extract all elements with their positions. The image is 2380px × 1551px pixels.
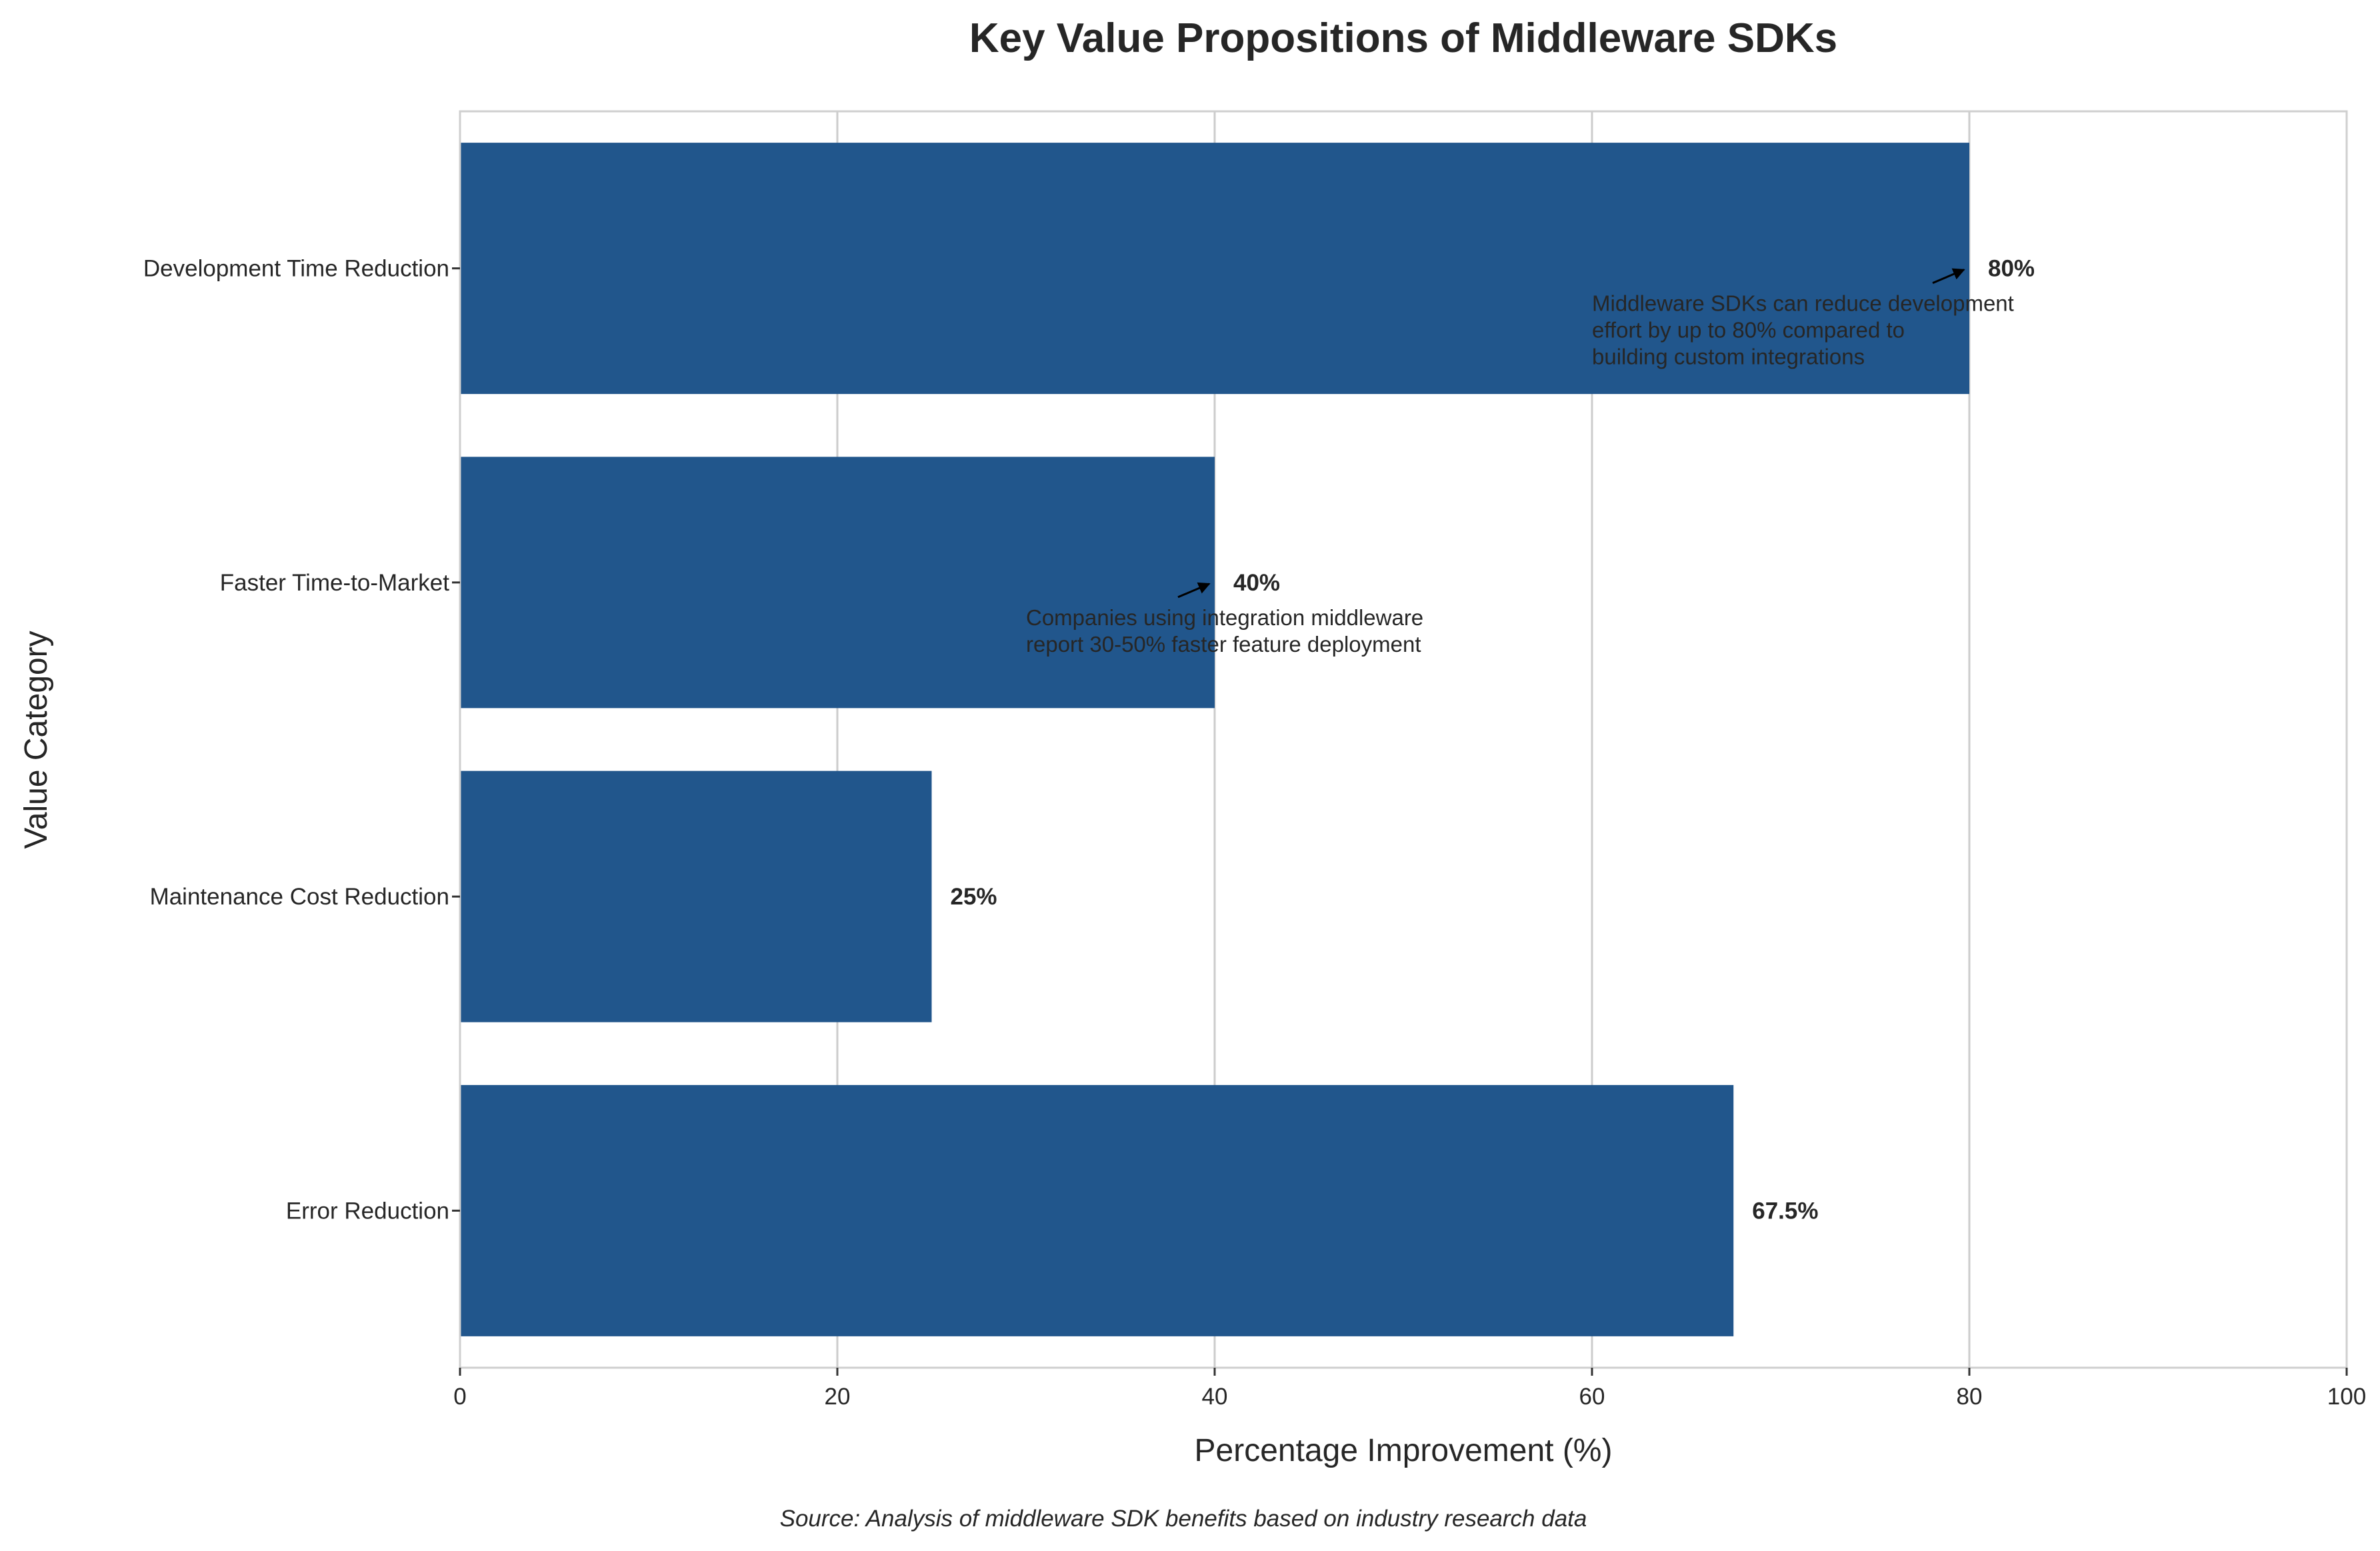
bar-value-label: 25% (951, 884, 997, 910)
bar-value-labels: 80% 40% 25% 67.5% (951, 256, 2035, 1224)
x-tick-label: 60 (1579, 1384, 1605, 1410)
x-tick-label: 100 (2327, 1384, 2366, 1410)
annotation-arrow (1177, 582, 1211, 599)
y-axis-categories: Development Time Reduction Faster Time-to… (143, 256, 460, 1224)
bar (460, 1084, 1734, 1336)
x-axis-title: Percentage Improvement (%) (1195, 1433, 1613, 1468)
x-tick-label: 80 (1957, 1384, 1983, 1410)
bar (460, 771, 932, 1022)
annotation-text-line: building custom integrations (1592, 345, 1865, 369)
x-axis-ticks: 0 20 40 60 80 100 (453, 1368, 2366, 1410)
plot-frame (459, 110, 2348, 1369)
bar (460, 457, 1215, 709)
annotation: Middleware SDKs can reduce developmentef… (1592, 268, 2014, 369)
annotations: Middleware SDKs can reduce developmentef… (1026, 268, 2014, 657)
bar-value-label: 40% (1233, 570, 1280, 596)
annotation-text-line: Companies using integration middleware (1026, 605, 1423, 630)
x-tick-label: 40 (1202, 1384, 1228, 1410)
annotation-text-line: effort by up to 80% compared to (1592, 318, 1905, 343)
y-category-label: Faster Time-to-Market (220, 570, 449, 596)
annotation: Companies using integration middlewarere… (1026, 582, 1423, 657)
bar-value-label: 80% (1988, 256, 2035, 282)
x-tick-label: 0 (453, 1384, 466, 1410)
y-category-label: Maintenance Cost Reduction (150, 884, 449, 910)
chart-title: Key Value Propositions of Middleware SDK… (969, 15, 1837, 61)
annotation-text-line: report 30-50% faster feature deployment (1026, 632, 1421, 657)
bar (460, 143, 1969, 395)
y-axis-title: Value Category (19, 631, 54, 848)
bar-value-label: 67.5% (1752, 1198, 1818, 1224)
annotation-text-line: Middleware SDKs can reduce development (1592, 291, 2014, 316)
bars (460, 143, 1969, 1336)
x-tick-label: 20 (825, 1384, 851, 1410)
source-note: Source: Analysis of middleware SDK benef… (780, 1506, 1587, 1532)
y-category-label: Error Reduction (286, 1198, 449, 1224)
y-category-label: Development Time Reduction (143, 256, 449, 282)
annotation-arrow (1932, 268, 1965, 285)
